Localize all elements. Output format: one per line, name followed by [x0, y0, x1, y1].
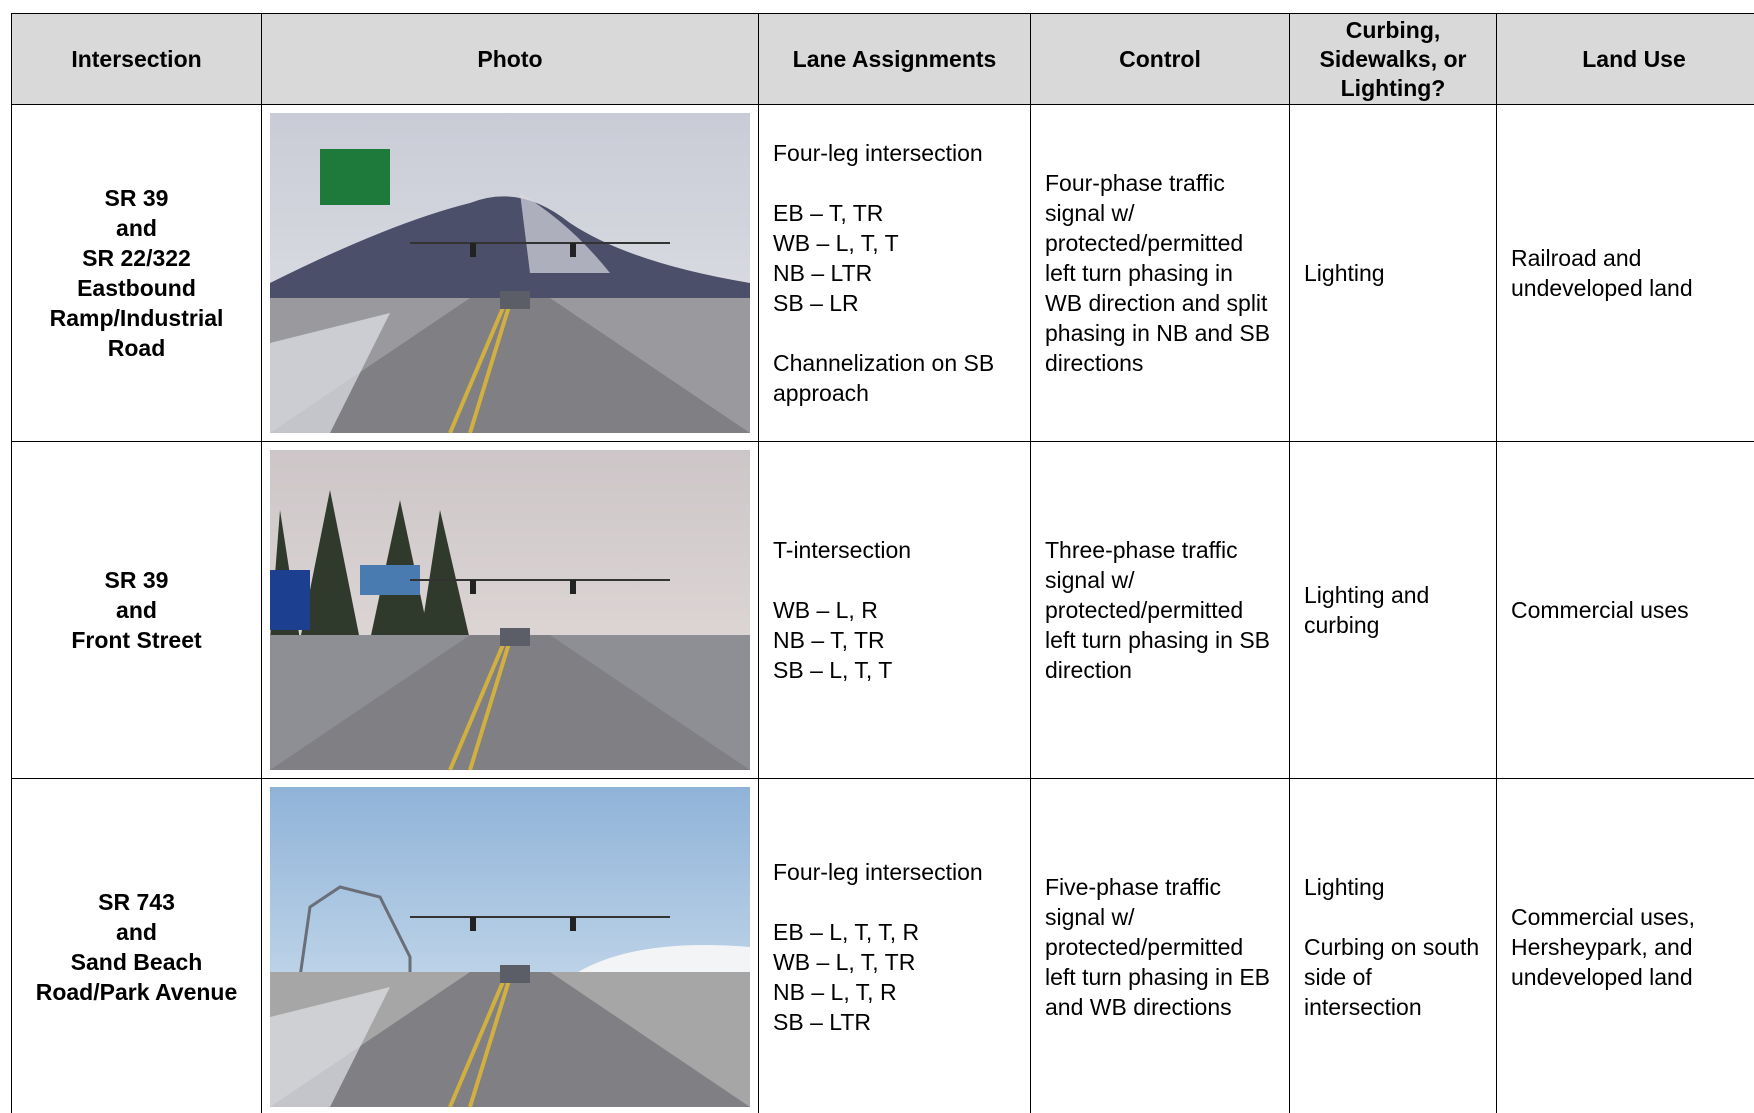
cell-text: SR 743 [20, 887, 253, 917]
lane-assignments-cell: T-intersection WB – L, R NB – T, TR SB – … [759, 442, 1031, 779]
cell-text: Lighting [1304, 872, 1482, 902]
photo-cell [262, 442, 759, 779]
cell-text: and [20, 595, 253, 625]
photo-cell [262, 779, 759, 1113]
cell-text: Front Street [20, 625, 253, 655]
land-use-cell: Commercial uses [1497, 442, 1754, 779]
cell-text: Four-phase traffic signal w/ protected/p… [1045, 168, 1275, 378]
cell-text: Three-phase traffic signal w/ protected/… [1045, 535, 1275, 685]
cell-text: SR 39 [20, 565, 253, 595]
cell-text: and [20, 917, 253, 947]
cell-text: WB – L, R NB – T, TR SB – L, T, T [773, 595, 1016, 685]
photo-cell [262, 105, 759, 442]
cell-text: SR 22/322 Eastbound Ramp/Industrial Road [20, 243, 253, 363]
page: IntersectionPhotoLane AssignmentsControl… [0, 0, 1754, 1113]
column-header: Photo [262, 14, 759, 105]
column-header: Curbing, Sidewalks, or Lighting? [1290, 14, 1497, 105]
cell-text: T-intersection [773, 535, 1016, 565]
column-header: Intersection [12, 14, 262, 105]
photo [270, 113, 750, 433]
photo [270, 450, 750, 770]
control-cell: Three-phase traffic signal w/ protected/… [1031, 442, 1290, 779]
cell-text: EB – T, TR WB – L, T, T NB – LTR SB – LR [773, 198, 1016, 318]
cell-text: Four-leg intersection [773, 138, 1016, 168]
cell-text: Railroad and undeveloped land [1511, 243, 1754, 303]
cell-text: Curbing on south side of intersection [1304, 932, 1482, 1022]
land-use-cell: Commercial uses, Hersheypark, and undeve… [1497, 779, 1754, 1113]
column-header: Control [1031, 14, 1290, 105]
cell-text: Commercial uses, Hersheypark, and undeve… [1511, 902, 1754, 992]
cell-text: EB – L, T, T, R WB – L, T, TR NB – L, T,… [773, 917, 1016, 1037]
curbing-cell: Lighting and curbing [1290, 442, 1497, 779]
cell-text: Lighting [1304, 258, 1482, 288]
cell-text: Lighting and curbing [1304, 580, 1482, 640]
lane-assignments-cell: Four-leg intersection EB – T, TR WB – L, … [759, 105, 1031, 442]
cell-text: Channelization on SB approach [773, 348, 1016, 408]
control-cell: Five-phase traffic signal w/ protected/p… [1031, 779, 1290, 1113]
cell-text: Five-phase traffic signal w/ protected/p… [1045, 872, 1275, 1022]
cell-text: Four-leg intersection [773, 857, 1016, 887]
land-use-cell: Railroad and undeveloped land [1497, 105, 1754, 442]
column-header: Land Use [1497, 14, 1754, 105]
curbing-cell: Lighting [1290, 105, 1497, 442]
lane-assignments-cell: Four-leg intersection EB – L, T, T, R WB … [759, 779, 1031, 1113]
cell-text: Sand Beach Road/Park Avenue [20, 947, 253, 1007]
photo [270, 787, 750, 1107]
cell-text: and [20, 213, 253, 243]
cell-text: Commercial uses [1511, 595, 1754, 625]
control-cell: Four-phase traffic signal w/ protected/p… [1031, 105, 1290, 442]
column-header: Lane Assignments [759, 14, 1031, 105]
curbing-cell: Lighting Curbing on south side of interse… [1290, 779, 1497, 1113]
cell-text: SR 39 [20, 183, 253, 213]
